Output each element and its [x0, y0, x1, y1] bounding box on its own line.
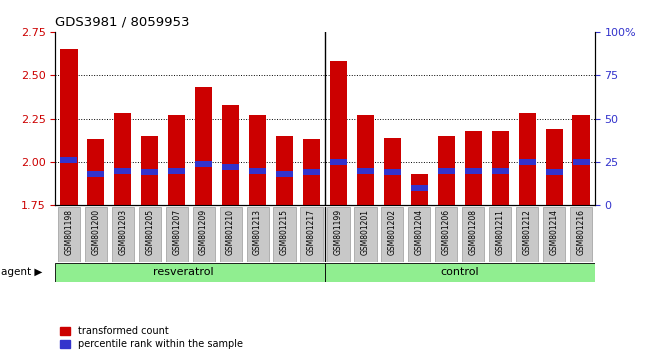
FancyBboxPatch shape: [300, 207, 322, 262]
Text: GSM801210: GSM801210: [226, 209, 235, 255]
Text: GSM801204: GSM801204: [415, 209, 424, 255]
FancyBboxPatch shape: [436, 207, 458, 262]
Bar: [114, 167, 131, 173]
FancyBboxPatch shape: [462, 207, 484, 262]
Bar: [60, 157, 77, 163]
Bar: [411, 185, 428, 191]
Bar: [168, 115, 185, 205]
Text: GSM801207: GSM801207: [172, 209, 181, 255]
Text: GSM801208: GSM801208: [469, 209, 478, 255]
Text: GSM801205: GSM801205: [145, 209, 154, 255]
Text: GSM801201: GSM801201: [361, 209, 370, 255]
Bar: [114, 113, 131, 205]
Bar: [168, 167, 185, 173]
FancyBboxPatch shape: [516, 207, 538, 262]
Bar: [222, 164, 239, 170]
FancyBboxPatch shape: [246, 207, 268, 262]
Bar: [195, 87, 213, 205]
FancyBboxPatch shape: [84, 207, 107, 262]
Text: GDS3981 / 8059953: GDS3981 / 8059953: [55, 16, 190, 29]
FancyBboxPatch shape: [220, 207, 242, 262]
FancyBboxPatch shape: [58, 207, 80, 262]
FancyBboxPatch shape: [274, 207, 296, 262]
FancyBboxPatch shape: [166, 207, 188, 262]
Bar: [303, 169, 320, 175]
Bar: [276, 136, 293, 205]
Bar: [384, 169, 401, 175]
Text: GSM801216: GSM801216: [577, 209, 586, 255]
Bar: [491, 131, 509, 205]
Text: GSM801214: GSM801214: [550, 209, 559, 255]
Bar: [545, 129, 563, 205]
Bar: [357, 167, 374, 173]
Bar: [87, 171, 104, 177]
Text: agent ▶: agent ▶: [1, 267, 42, 278]
Bar: [546, 169, 563, 175]
Bar: [249, 167, 266, 173]
Bar: [465, 167, 482, 173]
FancyBboxPatch shape: [570, 207, 592, 262]
Text: GSM801199: GSM801199: [334, 209, 343, 255]
Bar: [141, 169, 158, 175]
Bar: [60, 49, 77, 205]
Bar: [384, 138, 401, 205]
Text: GSM801200: GSM801200: [91, 209, 100, 255]
FancyBboxPatch shape: [382, 207, 404, 262]
Bar: [411, 174, 428, 205]
Text: GSM801217: GSM801217: [307, 209, 316, 255]
Text: GSM801198: GSM801198: [64, 209, 73, 255]
Bar: [357, 115, 374, 205]
Bar: [519, 113, 536, 205]
Text: GSM801206: GSM801206: [442, 209, 451, 255]
FancyBboxPatch shape: [489, 207, 512, 262]
Bar: [249, 115, 266, 205]
Bar: [303, 139, 320, 205]
Text: control: control: [441, 267, 479, 278]
FancyBboxPatch shape: [192, 207, 214, 262]
Text: GSM801213: GSM801213: [253, 209, 262, 255]
Bar: [141, 136, 159, 205]
Bar: [573, 159, 590, 165]
Legend: transformed count, percentile rank within the sample: transformed count, percentile rank withi…: [60, 326, 242, 349]
Bar: [492, 167, 509, 173]
FancyBboxPatch shape: [138, 207, 161, 262]
FancyBboxPatch shape: [328, 207, 350, 262]
FancyBboxPatch shape: [325, 263, 595, 282]
FancyBboxPatch shape: [55, 263, 325, 282]
Bar: [437, 136, 455, 205]
Text: GSM801202: GSM801202: [388, 209, 397, 255]
Bar: [330, 61, 347, 205]
Bar: [195, 161, 212, 167]
FancyBboxPatch shape: [112, 207, 134, 262]
Text: GSM801212: GSM801212: [523, 209, 532, 255]
Bar: [87, 139, 105, 205]
FancyBboxPatch shape: [408, 207, 430, 262]
Bar: [573, 115, 590, 205]
Bar: [222, 105, 239, 205]
Bar: [438, 167, 455, 173]
FancyBboxPatch shape: [354, 207, 376, 262]
Text: GSM801215: GSM801215: [280, 209, 289, 255]
FancyBboxPatch shape: [543, 207, 566, 262]
Bar: [465, 131, 482, 205]
Bar: [519, 159, 536, 165]
Bar: [276, 171, 293, 177]
Text: GSM801209: GSM801209: [199, 209, 208, 255]
Text: GSM801211: GSM801211: [496, 209, 505, 255]
Bar: [330, 159, 347, 165]
Text: GSM801203: GSM801203: [118, 209, 127, 255]
Text: resveratrol: resveratrol: [153, 267, 214, 278]
